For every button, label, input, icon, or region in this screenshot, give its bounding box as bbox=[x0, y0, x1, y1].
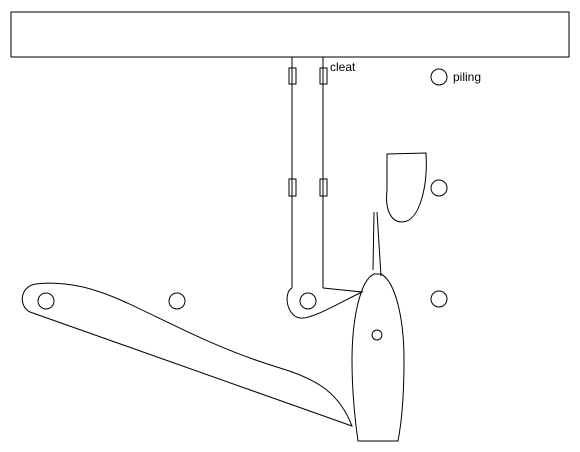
sailboat-mast-right bbox=[376, 211, 382, 277]
cleat-upper-left bbox=[288, 67, 297, 85]
boat-long bbox=[21, 282, 353, 427]
piling-loop bbox=[286, 287, 364, 319]
boat-small bbox=[386, 152, 427, 223]
sailboat-cabin-hatch bbox=[371, 329, 383, 341]
cleat-lower-right bbox=[319, 178, 328, 197]
sailboat-mast bbox=[372, 211, 375, 271]
dock bbox=[10, 11, 570, 58]
piling-bottom-left bbox=[37, 292, 55, 310]
piling-label: piling bbox=[453, 70, 481, 84]
piling-bottom-center bbox=[299, 292, 317, 310]
cleat-lower-left bbox=[288, 178, 297, 197]
piling-top-right bbox=[430, 68, 448, 86]
piling-mid-right bbox=[430, 179, 448, 197]
cleat-label: cleat bbox=[330, 60, 356, 74]
piling-bottom-mid bbox=[168, 292, 186, 310]
sailboat-hull bbox=[351, 273, 405, 442]
cleat-upper-right bbox=[319, 67, 328, 85]
piling-bottom-right bbox=[430, 290, 448, 308]
